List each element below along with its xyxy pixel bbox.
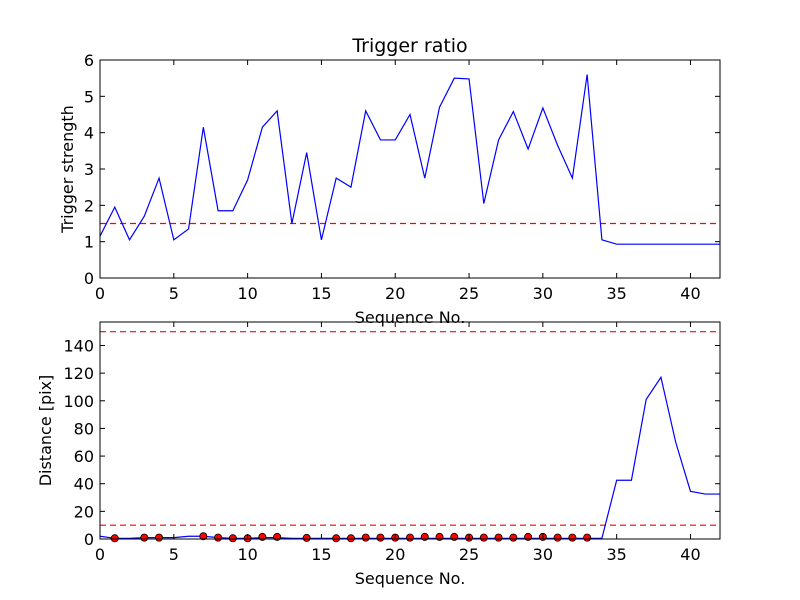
x-tick-label: 30 [533,284,553,303]
x-tick-label: 5 [169,284,179,303]
y-tick-label: 80 [74,419,94,438]
y-tick-label: 3 [84,160,94,179]
y-tick-label: 5 [84,87,94,106]
x-tick-label: 35 [606,284,626,303]
y-tick-label: 1 [84,233,94,252]
x-tick-label: 35 [606,545,626,564]
y-tick-label: 120 [63,364,94,383]
data-point-marker [228,534,237,543]
data-point-marker [405,533,414,542]
chart-title: Trigger ratio [351,35,467,57]
y-tick-label: 0 [84,530,94,549]
x-tick-label: 20 [385,284,405,303]
data-point-marker [214,533,223,542]
y-tick-label: 4 [84,124,94,143]
x-axis-label: Sequence No. [355,569,466,588]
x-tick-label: 20 [385,545,405,564]
x-tick-label: 25 [459,284,479,303]
series-line [100,74,720,245]
series-line [100,375,720,539]
data-point-marker [346,534,355,543]
data-point-marker [110,534,119,543]
y-tick-label: 40 [74,475,94,494]
x-tick-label: 15 [311,545,331,564]
data-point-marker [361,533,370,542]
data-point-marker [494,533,503,542]
x-tick-label: 10 [237,284,257,303]
y-tick-label: 140 [63,336,94,355]
x-axis-label: Sequence No. [355,308,466,327]
x-tick-label: 5 [169,545,179,564]
x-tick-label: 40 [680,545,700,564]
y-tick-label: 100 [63,392,94,411]
data-point-marker [553,533,562,542]
trigger-ratio-panel: 0 5 10 15 20 25 30 35 40 0 1 2 3 4 5 6 Sequence No. Trigg… [58,35,721,327]
data-point-marker [332,534,341,543]
plot-area [100,74,720,245]
y-tick-label: 6 [84,51,94,70]
axes-frame [99,321,721,540]
plot-area [100,331,720,539]
y-axis-label: Distance [pix] [36,375,55,487]
data-point-marker [568,533,577,542]
data-point-marker [583,533,592,542]
y-tick-label: 0 [84,269,94,288]
x-tick-label: 10 [237,545,257,564]
y-tick-label: 60 [74,447,94,466]
distance-panel: 0 5 10 15 20 25 30 35 40 0 20 40 60 80 100 120 140 Sequen… [36,321,721,588]
x-tick-label: 15 [311,284,331,303]
data-point-marker [479,533,488,542]
data-point-marker [302,533,311,542]
y-tick-label: 20 [74,502,94,521]
y-axis-label: Trigger strength [58,105,77,234]
data-point-marker [155,533,164,542]
x-tick-label: 25 [459,545,479,564]
data-point-marker [140,533,149,542]
x-tick-label: 0 [95,284,105,303]
data-point-marker [509,533,518,542]
x-tick-label: 0 [95,545,105,564]
data-point-marker [376,533,385,542]
x-tick-label: 30 [533,545,553,564]
data-point-marker [199,532,208,541]
axes-frame [99,59,721,279]
x-tick-label: 40 [680,284,700,303]
y-tick-label: 2 [84,196,94,215]
